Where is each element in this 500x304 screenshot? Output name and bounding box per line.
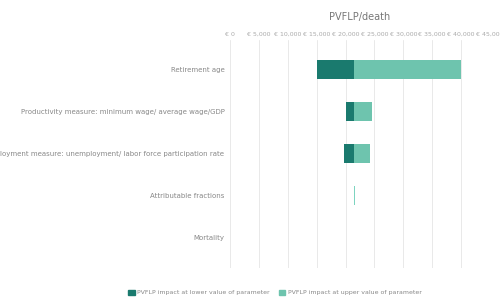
Bar — [346, 102, 354, 121]
Bar — [354, 60, 461, 78]
Title: PVFLP/death: PVFLP/death — [330, 12, 390, 22]
Bar — [354, 186, 355, 205]
Bar — [344, 144, 354, 163]
Bar — [354, 144, 370, 163]
Bar — [354, 102, 372, 121]
Bar — [316, 60, 354, 78]
Legend: PVFLP impact at lower value of parameter, PVFLP impact at upper value of paramet: PVFLP impact at lower value of parameter… — [126, 287, 424, 298]
